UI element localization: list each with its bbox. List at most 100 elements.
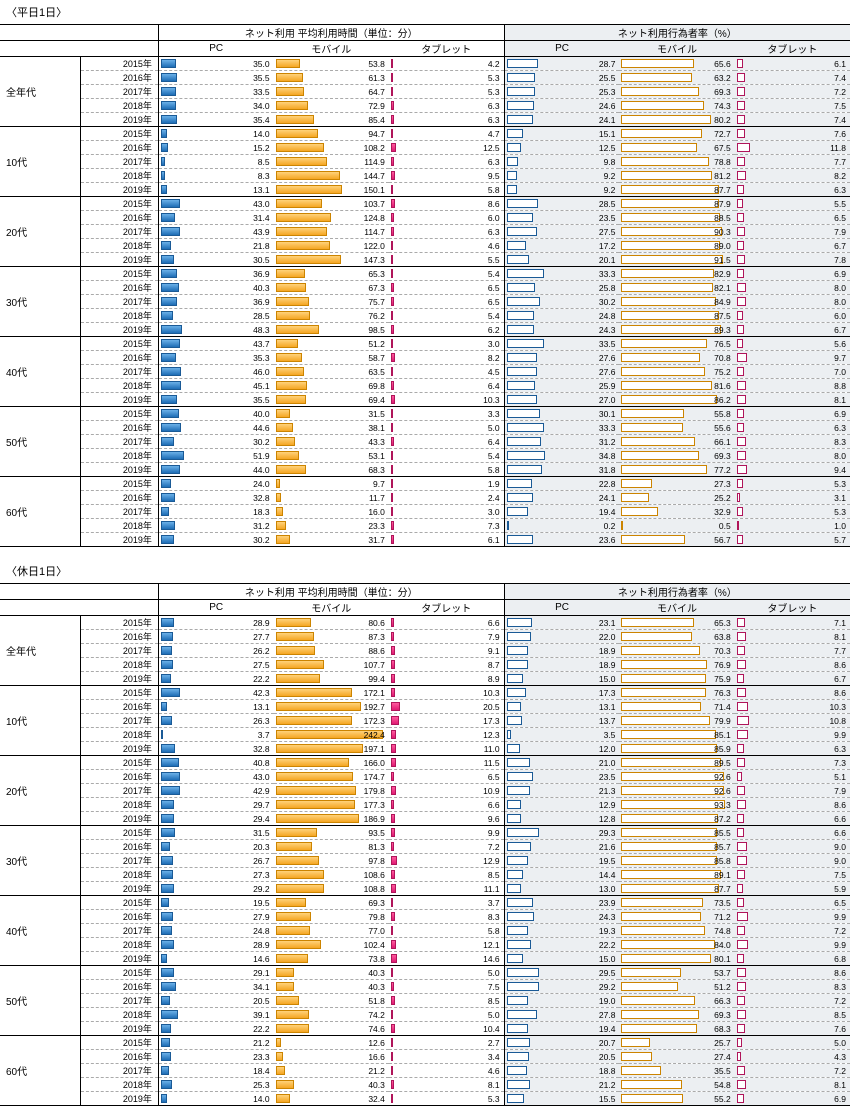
bar-mobile-time: 147.3 [274, 253, 389, 267]
bar-pc-rate: 0.2 [504, 519, 619, 533]
bar-tablet-time: 6.4 [389, 379, 504, 393]
bar-mobile-time: 31.5 [274, 407, 389, 421]
bar-pc-rate: 19.4 [504, 1022, 619, 1036]
bar-pc-time: 13.1 [158, 700, 273, 714]
bar-pc-rate: 27.6 [504, 351, 619, 365]
bar-tablet-time: 9.1 [389, 644, 504, 658]
bar-pc-rate: 33.3 [504, 421, 619, 435]
bar-tablet-time: 5.0 [389, 966, 504, 980]
bar-tablet-time: 6.5 [389, 295, 504, 309]
data-row: 2018年27.5107.78.718.976.98.6 [0, 658, 850, 672]
bar-pc-rate: 28.5 [504, 197, 619, 211]
year-label: 2016年 [80, 71, 158, 85]
year-label: 2017年 [80, 505, 158, 519]
bar-mobile-rate: 81.6 [619, 379, 734, 393]
data-row: 2019年14.032.45.315.555.26.9 [0, 1092, 850, 1106]
bar-mobile-time: 172.1 [274, 686, 389, 700]
year-label: 2015年 [80, 477, 158, 491]
bar-mobile-rate: 32.9 [619, 505, 734, 519]
bar-mobile-rate: 63.8 [619, 630, 734, 644]
bar-mobile-time: 65.3 [274, 267, 389, 281]
age-label: 60代 [0, 477, 80, 547]
data-row: 40代2015年19.569.33.723.973.56.5 [0, 896, 850, 910]
bar-mobile-time: 79.8 [274, 910, 389, 924]
bar-mobile-rate: 91.5 [619, 253, 734, 267]
bar-tablet-time: 5.8 [389, 924, 504, 938]
bar-tablet-time: 12.9 [389, 854, 504, 868]
bar-pc-time: 28.5 [158, 309, 273, 323]
bar-mobile-rate: 87.2 [619, 812, 734, 826]
bar-tablet-rate: 9.0 [735, 840, 850, 854]
year-label: 2019年 [80, 533, 158, 547]
bar-mobile-time: 12.6 [274, 1036, 389, 1050]
bar-mobile-time: 23.3 [274, 519, 389, 533]
bar-tablet-time: 3.3 [389, 407, 504, 421]
bar-mobile-time: 108.2 [274, 141, 389, 155]
bar-tablet-rate: 5.1 [735, 770, 850, 784]
year-label: 2019年 [80, 812, 158, 826]
bar-tablet-rate: 9.9 [735, 938, 850, 952]
year-label: 2017年 [80, 225, 158, 239]
bar-mobile-rate: 93.3 [619, 798, 734, 812]
data-row: 2018年39.174.25.027.869.38.5 [0, 1008, 850, 1022]
bar-pc-time: 35.0 [158, 57, 273, 71]
bar-tablet-rate: 7.0 [735, 365, 850, 379]
bar-tablet-time: 1.9 [389, 477, 504, 491]
bar-pc-rate: 29.3 [504, 826, 619, 840]
bar-mobile-time: 98.5 [274, 323, 389, 337]
col-header: モバイル [619, 41, 734, 57]
bar-mobile-time: 69.8 [274, 379, 389, 393]
header-blank [0, 25, 158, 41]
bar-pc-rate: 21.2 [504, 1078, 619, 1092]
data-row: 2016年27.979.88.324.371.29.9 [0, 910, 850, 924]
bar-tablet-time: 4.2 [389, 57, 504, 71]
year-label: 2015年 [80, 337, 158, 351]
bar-pc-time: 8.3 [158, 169, 273, 183]
bar-tablet-time: 2.7 [389, 1036, 504, 1050]
data-row: 2018年51.953.15.434.869.38.0 [0, 449, 850, 463]
bar-mobile-rate: 85.8 [619, 854, 734, 868]
bar-mobile-rate: 69.3 [619, 85, 734, 99]
year-label: 2016年 [80, 1050, 158, 1064]
bar-mobile-rate: 85.5 [619, 826, 734, 840]
data-row: 60代2015年21.212.62.720.725.75.0 [0, 1036, 850, 1050]
bar-pc-rate: 19.5 [504, 854, 619, 868]
bar-tablet-time: 5.4 [389, 267, 504, 281]
bar-pc-time: 31.2 [158, 519, 273, 533]
bar-mobile-time: 144.7 [274, 169, 389, 183]
bar-tablet-rate: 7.7 [735, 155, 850, 169]
age-label: 10代 [0, 127, 80, 197]
bar-pc-time: 43.0 [158, 770, 273, 784]
bar-mobile-time: 21.2 [274, 1064, 389, 1078]
col-header: モバイル [274, 41, 389, 57]
year-label: 2018年 [80, 169, 158, 183]
year-label: 2018年 [80, 1008, 158, 1022]
bar-pc-rate: 19.3 [504, 924, 619, 938]
bar-mobile-time: 40.3 [274, 980, 389, 994]
bar-mobile-rate: 27.4 [619, 1050, 734, 1064]
bar-tablet-rate: 1.0 [735, 519, 850, 533]
bar-tablet-time: 4.6 [389, 1064, 504, 1078]
bar-pc-rate: 17.2 [504, 239, 619, 253]
bar-tablet-rate: 6.5 [735, 896, 850, 910]
bar-tablet-time: 3.0 [389, 505, 504, 519]
data-row: 2017年42.9179.810.921.392.67.9 [0, 784, 850, 798]
data-row: 2018年28.9102.412.122.284.09.9 [0, 938, 850, 952]
bar-pc-rate: 33.3 [504, 267, 619, 281]
bar-tablet-rate: 4.3 [735, 1050, 850, 1064]
bar-pc-time: 22.2 [158, 1022, 273, 1036]
bar-mobile-time: 94.7 [274, 127, 389, 141]
bar-tablet-rate: 8.8 [735, 379, 850, 393]
bar-mobile-rate: 0.5 [619, 519, 734, 533]
year-label: 2018年 [80, 868, 158, 882]
bar-tablet-rate: 8.6 [735, 966, 850, 980]
year-label: 2019年 [80, 1092, 158, 1106]
bar-tablet-time: 10.9 [389, 784, 504, 798]
bar-pc-rate: 24.8 [504, 309, 619, 323]
bar-pc-rate: 12.9 [504, 798, 619, 812]
data-row: 50代2015年29.140.35.029.553.78.6 [0, 966, 850, 980]
year-label: 2018年 [80, 658, 158, 672]
bar-tablet-time: 6.1 [389, 533, 504, 547]
bar-tablet-time: 4.5 [389, 365, 504, 379]
bar-mobile-time: 172.3 [274, 714, 389, 728]
